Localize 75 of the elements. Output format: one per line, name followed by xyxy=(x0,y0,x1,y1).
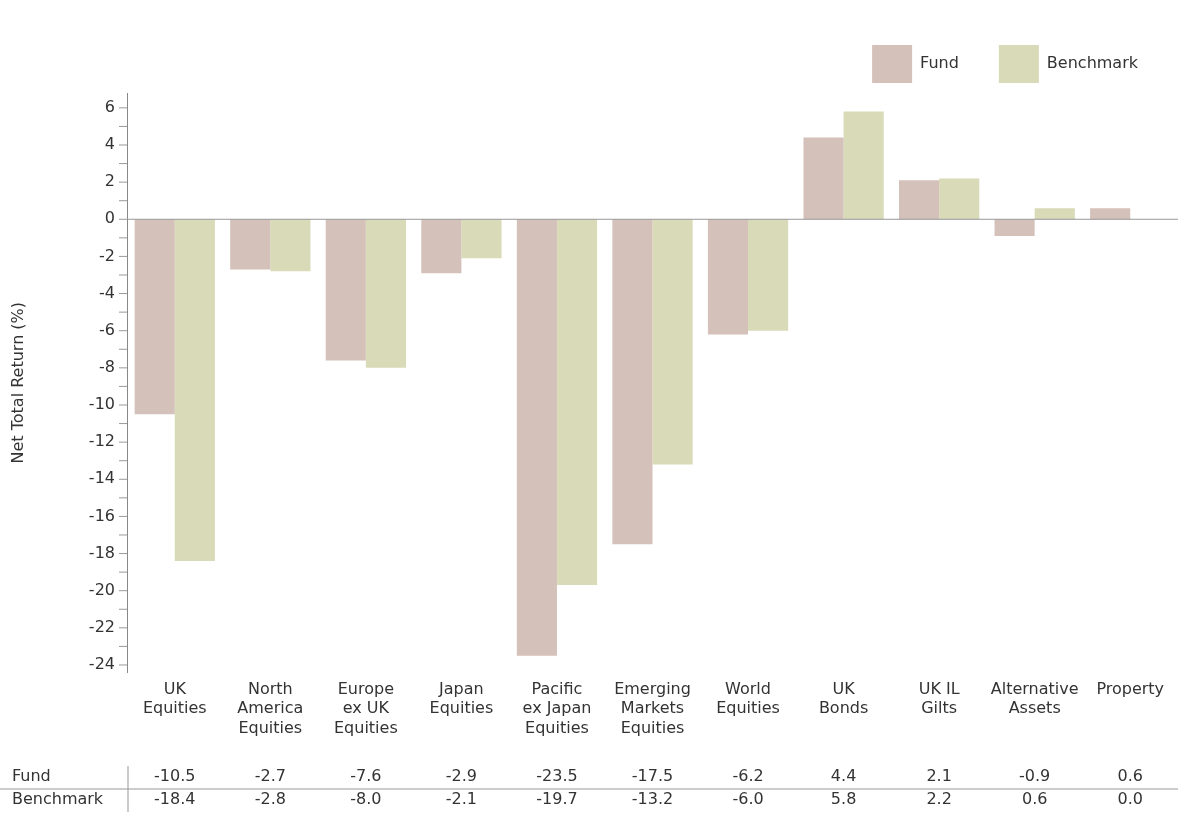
x-tick-label: Emerging Markets Equities xyxy=(614,679,691,737)
bar xyxy=(899,180,940,220)
data-label: -18.4 xyxy=(154,789,196,809)
data-label: -17.5 xyxy=(631,766,674,786)
data-label: -19.7 xyxy=(536,789,578,809)
bar xyxy=(230,219,271,270)
bar xyxy=(843,111,884,220)
bar xyxy=(461,219,502,259)
legend-label: Fund xyxy=(920,53,959,73)
x-tick-label: Pacific ex Japan Equities xyxy=(522,679,592,737)
bar xyxy=(325,219,366,361)
x-tick-label: Japan Equities xyxy=(429,679,494,718)
data-label: 2.2 xyxy=(926,789,952,809)
bar xyxy=(994,219,1035,236)
x-tick-label: Alternative Assets xyxy=(990,679,1079,718)
bar xyxy=(939,178,980,220)
bar xyxy=(612,219,653,545)
y-tick-label: 2 xyxy=(104,171,115,191)
x-tick-label: World Equities xyxy=(716,679,780,718)
y-tick-label: -22 xyxy=(88,616,115,636)
y-tick-label: -20 xyxy=(88,579,115,599)
data-label: 0.6 xyxy=(1021,789,1048,809)
text: Benchmark xyxy=(12,789,104,809)
data-label: -6.2 xyxy=(732,766,764,786)
y-tick-label: -12 xyxy=(88,431,115,451)
data-label: -6.0 xyxy=(732,789,764,809)
data-label: -2.9 xyxy=(445,766,478,786)
data-label: 5.8 xyxy=(830,789,857,809)
x-tick-label: UK Bonds xyxy=(818,679,869,718)
bar xyxy=(707,219,749,335)
data-label: -2.1 xyxy=(445,789,478,809)
data-label: -10.5 xyxy=(154,766,196,786)
y-tick-label: -24 xyxy=(88,654,115,674)
y-tick-label: -16 xyxy=(88,505,115,525)
bar xyxy=(516,219,557,656)
bar xyxy=(1034,208,1075,220)
bar xyxy=(134,219,175,415)
data-label: -23.5 xyxy=(536,766,578,786)
bar xyxy=(748,219,789,331)
bar xyxy=(803,137,844,220)
x-tick-label: Property xyxy=(1096,679,1165,699)
y-tick-label: 6 xyxy=(104,97,115,117)
data-label: -0.9 xyxy=(1019,766,1051,786)
bar xyxy=(174,219,215,561)
data-label: 0.0 xyxy=(1117,789,1143,809)
x-tick-label: UK IL Gilts xyxy=(918,679,960,718)
x-tick-label: North America Equities xyxy=(237,679,304,737)
y-tick-label: -14 xyxy=(88,468,115,488)
y-axis-title: Net Total Return (%) xyxy=(7,301,27,464)
data-label: -2.7 xyxy=(254,766,286,786)
bar xyxy=(652,219,693,465)
y-tick-label: 4 xyxy=(104,134,115,154)
bar xyxy=(1090,208,1131,220)
data-label: -2.8 xyxy=(254,789,286,809)
bar xyxy=(365,219,406,368)
data-label: 2.1 xyxy=(926,766,952,786)
text: Fund xyxy=(12,766,51,786)
data-label: -13.2 xyxy=(631,789,674,809)
x-tick-label: UK Equities xyxy=(142,679,207,718)
y-tick-label: 0 xyxy=(104,208,115,228)
y-tick-label: -10 xyxy=(88,394,115,414)
y-tick-label: -8 xyxy=(99,357,115,376)
data-label: -7.6 xyxy=(350,766,382,786)
bar xyxy=(270,219,311,272)
y-tick-label: -4 xyxy=(99,282,115,302)
y-tick-label: -18 xyxy=(88,542,115,562)
legend-label: Benchmark xyxy=(1046,53,1139,73)
data-label: 0.6 xyxy=(1117,766,1143,786)
x-tick-label: Europe ex UK Equities xyxy=(333,679,398,737)
data-label: 4.4 xyxy=(830,766,857,786)
bar xyxy=(556,219,598,586)
data-label: -8.0 xyxy=(350,789,382,809)
bar xyxy=(421,219,462,274)
y-tick-label: -2 xyxy=(99,245,115,265)
y-tick-label: -6 xyxy=(99,319,115,339)
